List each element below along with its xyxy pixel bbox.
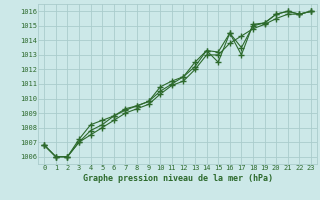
X-axis label: Graphe pression niveau de la mer (hPa): Graphe pression niveau de la mer (hPa) [83, 174, 273, 183]
